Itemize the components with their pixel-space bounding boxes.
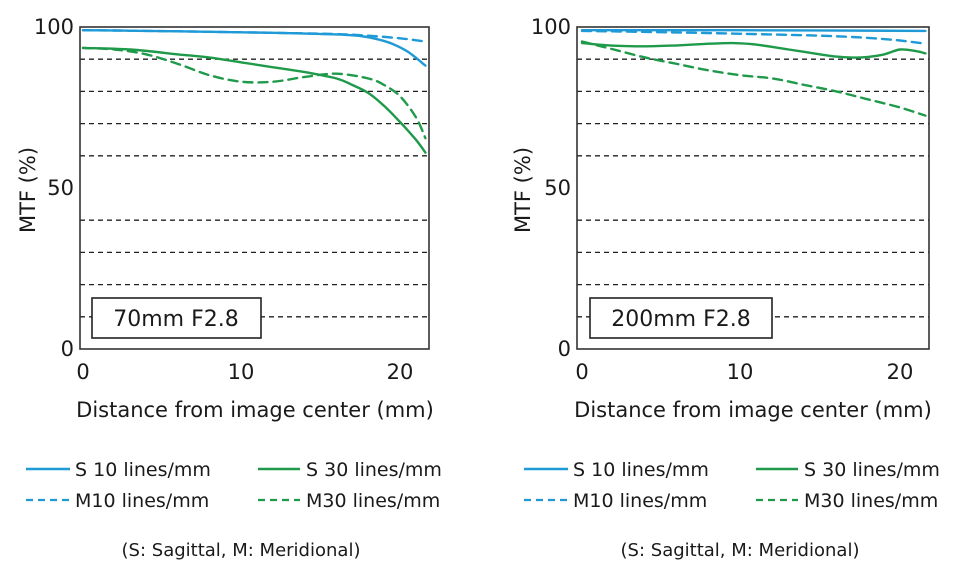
x-tick-20: 20 <box>887 360 914 384</box>
y-tick-0: 0 <box>61 337 74 361</box>
plot-frame <box>576 26 930 350</box>
series-line-m10-lines-mm <box>580 29 927 45</box>
y-tick-0: 0 <box>558 337 571 361</box>
y-tick-50: 50 <box>47 176 74 200</box>
series-line-s-30-lines-mm <box>580 41 927 59</box>
plot-frame <box>79 26 430 350</box>
legend-note: (S: Sagittal, M: Meridional) <box>122 540 361 561</box>
chart-200mm: 100 50 0 0 10 20 Distance from image cen… <box>511 15 932 422</box>
series-line-s-10-lines-mm <box>580 28 927 33</box>
legend-label-m30: M30 lines/mm <box>306 490 440 512</box>
gridlines <box>577 58 929 318</box>
y-axis-label: MTF (%) <box>16 147 40 233</box>
y-tick-50: 50 <box>544 176 571 200</box>
legend-label-m10: M10 lines/mm <box>573 490 707 512</box>
series-group <box>81 29 427 154</box>
chart-70mm: 100 50 0 0 10 20 Distance from image cen… <box>16 15 434 422</box>
legend-note: (S: Sagittal, M: Meridional) <box>621 540 860 561</box>
legend-label-s30: S 30 lines/mm <box>306 459 442 481</box>
y-axis-label: MTF (%) <box>511 147 535 233</box>
legend-label-s10: S 10 lines/mm <box>75 459 211 481</box>
legend-label-s30: S 30 lines/mm <box>804 459 940 481</box>
chart-title: 200mm F2.8 <box>611 307 751 332</box>
y-tick-100: 100 <box>34 15 74 39</box>
series-group <box>580 28 927 117</box>
series-line-m30-lines-mm <box>580 40 927 117</box>
title-box <box>91 297 262 339</box>
x-axis-label: Distance from image center (mm) <box>76 398 434 422</box>
chart-title: 70mm F2.8 <box>113 307 239 332</box>
x-tick-10: 10 <box>727 360 754 384</box>
series-line-m10-lines-mm <box>81 29 427 43</box>
x-tick-10: 10 <box>228 360 255 384</box>
legend-label-m30: M30 lines/mm <box>804 490 938 512</box>
y-tick-100: 100 <box>531 15 571 39</box>
x-tick-0: 0 <box>76 360 89 384</box>
series-line-m30-lines-mm <box>81 46 427 140</box>
legend-left: S 10 lines/mm S 30 lines/mm M10 lines/mm… <box>26 459 442 561</box>
x-tick-20: 20 <box>387 360 414 384</box>
legend-right: S 10 lines/mm S 30 lines/mm M10 lines/mm… <box>524 459 940 561</box>
series-line-s-30-lines-mm <box>81 46 427 154</box>
x-axis-label: Distance from image center (mm) <box>574 398 932 422</box>
title-box <box>589 297 773 339</box>
gridlines <box>80 58 429 318</box>
legend-label-m10: M10 lines/mm <box>75 490 209 512</box>
x-tick-0: 0 <box>575 360 588 384</box>
legend-label-s10: S 10 lines/mm <box>573 459 709 481</box>
